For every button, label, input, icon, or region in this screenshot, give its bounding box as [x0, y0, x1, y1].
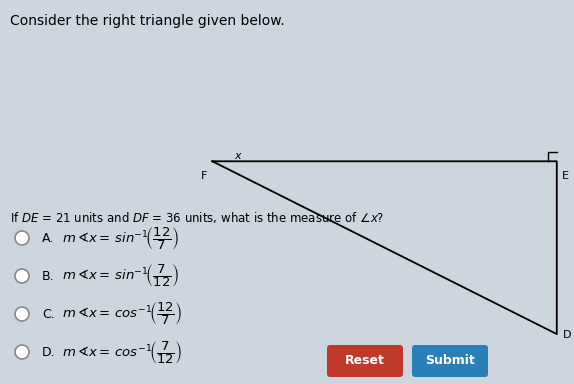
Text: D: D [563, 330, 571, 340]
Text: Reset: Reset [345, 354, 385, 367]
Text: $m\,\sphericalangle x = \,cos^{-1}\!\left(\dfrac{12}{7}\right)$: $m\,\sphericalangle x = \,cos^{-1}\!\lef… [62, 301, 182, 328]
Text: $m\,\sphericalangle x = \,cos^{-1}\!\left(\dfrac{7}{12}\right)$: $m\,\sphericalangle x = \,cos^{-1}\!\lef… [62, 339, 182, 366]
FancyBboxPatch shape [412, 345, 488, 377]
Text: $m\,\sphericalangle x = \,sin^{-1}\!\left(\dfrac{7}{12}\right)$: $m\,\sphericalangle x = \,sin^{-1}\!\lef… [62, 263, 179, 290]
Text: C.: C. [42, 308, 55, 321]
Circle shape [15, 231, 29, 245]
Circle shape [15, 269, 29, 283]
Text: $m\,\sphericalangle x = \,sin^{-1}\!\left(\dfrac{12}{7}\right)$: $m\,\sphericalangle x = \,sin^{-1}\!\lef… [62, 225, 179, 252]
FancyBboxPatch shape [327, 345, 403, 377]
Text: B.: B. [42, 270, 55, 283]
Text: F: F [201, 171, 207, 181]
Text: Consider the right triangle given below.: Consider the right triangle given below. [10, 14, 285, 28]
Text: x: x [234, 151, 241, 161]
Text: D.: D. [42, 346, 56, 359]
Circle shape [15, 307, 29, 321]
Circle shape [15, 345, 29, 359]
Text: If $DE$ = 21 units and $DF$ = 36 units, what is the measure of $\angle x$?: If $DE$ = 21 units and $DF$ = 36 units, … [10, 210, 385, 225]
Text: E: E [562, 171, 569, 181]
Text: A.: A. [42, 232, 55, 245]
Text: Submit: Submit [425, 354, 475, 367]
